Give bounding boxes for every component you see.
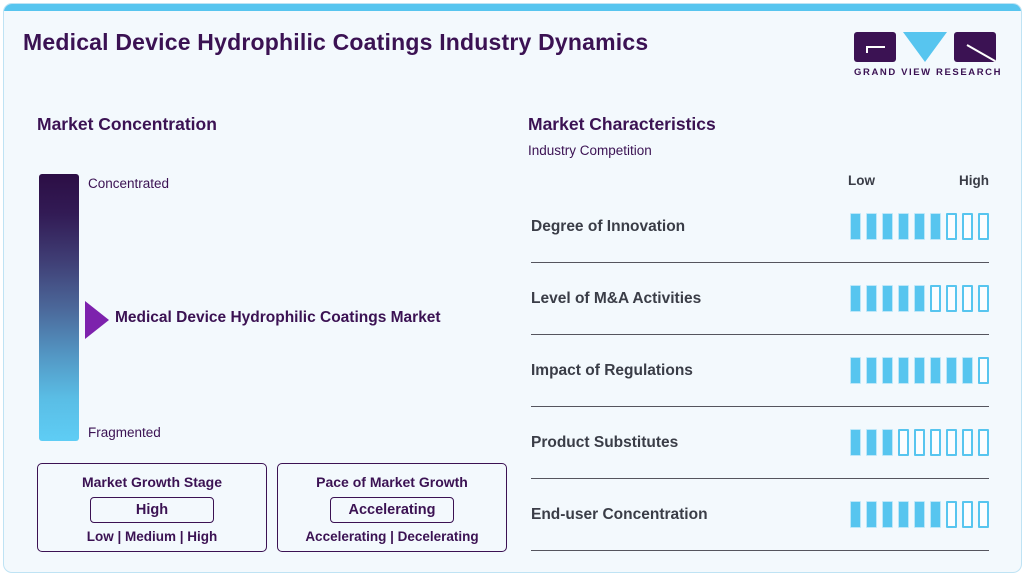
market-concentration-heading: Market Concentration xyxy=(37,114,217,134)
segment-filled xyxy=(882,285,893,312)
growth-pace-options: Accelerating | Decelerating xyxy=(305,529,479,544)
logo-g-icon xyxy=(854,32,896,62)
segment-filled xyxy=(882,501,893,528)
market-position-label: Medical Device Hydrophilic Coatings Mark… xyxy=(115,309,441,326)
segment-empty xyxy=(978,501,989,528)
segment-filled xyxy=(898,285,909,312)
segment-filled xyxy=(882,429,893,456)
segment-filled xyxy=(866,429,877,456)
segment-filled xyxy=(914,285,925,312)
characteristic-label: Product Substitutes xyxy=(531,433,679,451)
segment-filled xyxy=(850,429,861,456)
segment-empty xyxy=(898,429,909,456)
segment-empty xyxy=(962,213,973,240)
top-accent-bar xyxy=(4,4,1021,11)
brand-name: GRAND VIEW RESEARCH xyxy=(854,67,1003,78)
growth-info-boxes: Market Growth Stage High Low | Medium | … xyxy=(37,463,507,552)
segment-empty xyxy=(946,285,957,312)
segment-empty xyxy=(962,429,973,456)
segment-filled xyxy=(850,501,861,528)
segment-filled xyxy=(962,357,973,384)
segment-filled xyxy=(930,357,941,384)
scale-high-label: High xyxy=(959,173,989,188)
characteristic-row: Impact of Regulations xyxy=(531,335,989,407)
fragmented-label: Fragmented xyxy=(88,425,161,440)
segment-filled xyxy=(914,213,925,240)
segment-empty xyxy=(962,501,973,528)
growth-stage-value: High xyxy=(90,497,214,523)
concentrated-label: Concentrated xyxy=(88,176,170,191)
segment-empty xyxy=(962,285,973,312)
segment-filled xyxy=(866,213,877,240)
segment-filled xyxy=(866,357,877,384)
segment-empty xyxy=(978,357,989,384)
segment-empty xyxy=(946,429,957,456)
segment-filled xyxy=(914,501,925,528)
logo-v-icon xyxy=(903,32,947,62)
content-card: Medical Device Hydrophilic Coatings Indu… xyxy=(3,3,1022,573)
segment-filled xyxy=(914,357,925,384)
characteristic-row: End-user Concentration xyxy=(531,479,989,551)
growth-pace-value: Accelerating xyxy=(330,497,454,523)
rating-bar xyxy=(850,285,989,312)
growth-pace-title: Pace of Market Growth xyxy=(316,474,468,490)
market-growth-stage-box: Market Growth Stage High Low | Medium | … xyxy=(37,463,267,552)
characteristic-label: Level of M&A Activities xyxy=(531,289,702,307)
segment-filled xyxy=(898,357,909,384)
segment-filled xyxy=(866,285,877,312)
segment-filled xyxy=(850,285,861,312)
page-title: Medical Device Hydrophilic Coatings Indu… xyxy=(23,29,649,55)
characteristic-row: Level of M&A Activities xyxy=(531,263,989,335)
segment-filled xyxy=(850,357,861,384)
logo-r-icon xyxy=(954,32,996,62)
segment-empty xyxy=(930,429,941,456)
segment-filled xyxy=(930,213,941,240)
growth-stage-title: Market Growth Stage xyxy=(81,474,223,490)
segment-filled xyxy=(866,501,877,528)
market-growth-pace-box: Pace of Market Growth Accelerating Accel… xyxy=(277,463,507,552)
scale-low-label: Low xyxy=(848,173,875,188)
segment-empty xyxy=(930,285,941,312)
rating-bar xyxy=(850,429,989,456)
rating-bar xyxy=(850,501,989,528)
market-position-arrow-icon xyxy=(85,301,109,339)
growth-stage-options: Low | Medium | High xyxy=(86,529,218,544)
segment-filled xyxy=(946,357,957,384)
characteristic-label: Impact of Regulations xyxy=(531,361,693,379)
segment-empty xyxy=(978,429,989,456)
segment-filled xyxy=(850,213,861,240)
segment-filled xyxy=(930,501,941,528)
rating-bar xyxy=(850,357,989,384)
segment-empty xyxy=(946,501,957,528)
segment-empty xyxy=(914,429,925,456)
segment-filled xyxy=(898,213,909,240)
segment-filled xyxy=(898,501,909,528)
characteristic-row: Product Substitutes xyxy=(531,407,989,479)
characteristic-label: End-user Concentration xyxy=(531,505,708,523)
gvr-logo-icon xyxy=(854,31,996,63)
rating-scale-header: Low High xyxy=(848,173,989,188)
segment-empty xyxy=(978,213,989,240)
industry-competition-subtitle: Industry Competition xyxy=(528,143,652,158)
concentration-gradient-bar xyxy=(39,174,79,441)
brand-logo: GRAND VIEW RESEARCH xyxy=(854,31,1003,78)
market-characteristics-heading: Market Characteristics xyxy=(528,114,716,134)
characteristics-rows: Degree of Innovation Level of M&A Activit… xyxy=(531,191,989,551)
characteristic-row: Degree of Innovation xyxy=(531,191,989,263)
segment-empty xyxy=(978,285,989,312)
segment-empty xyxy=(946,213,957,240)
segment-filled xyxy=(882,213,893,240)
rating-bar xyxy=(850,213,989,240)
characteristic-label: Degree of Innovation xyxy=(531,217,686,235)
segment-filled xyxy=(882,357,893,384)
